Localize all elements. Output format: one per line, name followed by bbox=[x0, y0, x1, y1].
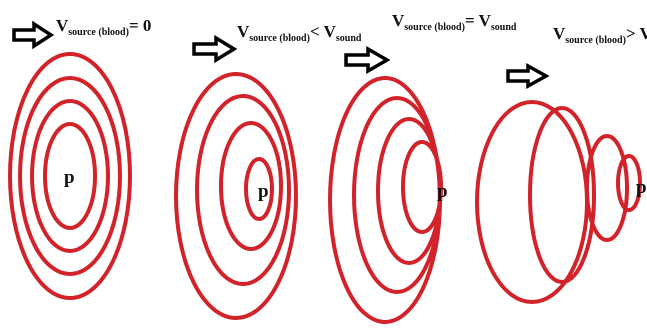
wavefront-circle bbox=[8, 52, 132, 300]
velocity-label: Vsource (blood)= 0 bbox=[56, 16, 151, 38]
panel-stationary-source: Vsource (blood)= 0 p bbox=[8, 16, 151, 300]
wavefront-circle bbox=[174, 72, 298, 320]
panel-sonic-source: Vsource (blood)= Vsound p bbox=[328, 11, 517, 324]
velocity-label: Vsource (blood)= Vsound bbox=[392, 11, 517, 33]
source-point-label: p bbox=[636, 177, 647, 198]
wavefront-circle bbox=[585, 134, 629, 242]
wavefront-circle bbox=[244, 157, 274, 221]
right-arrow-icon bbox=[192, 34, 238, 64]
right-arrow-icon bbox=[506, 63, 550, 89]
panel-subsonic-source: Vsource (blood)< Vsound p bbox=[174, 22, 362, 320]
wavefront-circle bbox=[18, 76, 122, 276]
velocity-label: Vsource (blood)> Vsound bbox=[553, 24, 647, 46]
wavefront-circle bbox=[376, 117, 442, 265]
wavefront-circle bbox=[616, 154, 642, 212]
source-point-label: p bbox=[437, 181, 448, 202]
right-arrow-icon bbox=[12, 20, 55, 50]
wavefront-circle bbox=[528, 106, 596, 284]
wavefront-circle bbox=[43, 122, 97, 230]
source-point-label: p bbox=[258, 181, 269, 202]
wavefront-circle bbox=[401, 140, 443, 234]
source-point-label: p bbox=[64, 167, 75, 188]
wavefront-circle bbox=[30, 99, 110, 253]
velocity-label: Vsource (blood)< Vsound bbox=[237, 22, 362, 44]
wavefront-circle bbox=[195, 94, 291, 286]
wavefront-circle bbox=[219, 121, 283, 251]
right-arrow-icon bbox=[344, 45, 391, 75]
panel-supersonic-source: Vsource (blood)> Vsound p bbox=[475, 24, 647, 304]
